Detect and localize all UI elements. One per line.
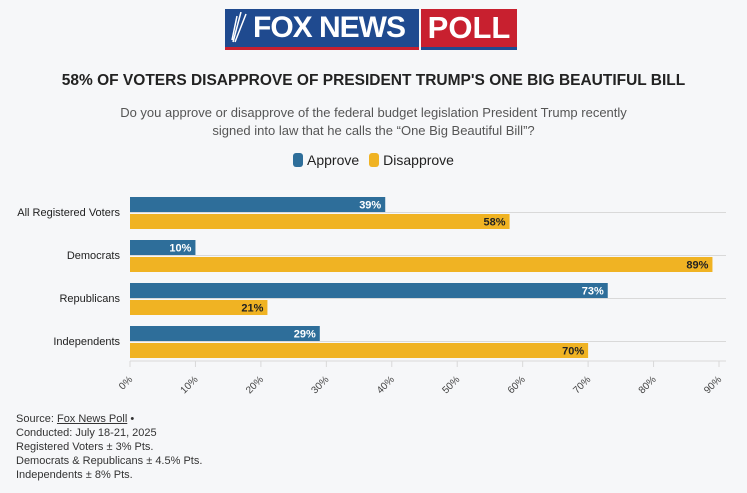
data-label: 10%	[169, 243, 191, 255]
legend-swatch-approve	[293, 153, 303, 167]
data-label: 89%	[686, 260, 708, 272]
bar-approve	[130, 240, 196, 255]
data-label: 70%	[562, 346, 584, 358]
x-tick-label: 0%	[117, 374, 135, 392]
legend-swatch-disapprove	[369, 153, 380, 167]
data-label: 39%	[359, 200, 381, 212]
x-tick-label: 20%	[244, 374, 266, 396]
chart-title: 58% OF VOTERS DISAPPROVE OF PRESIDENT TR…	[61, 72, 686, 89]
legend-item-disapprove[interactable]: Disapprove	[369, 152, 454, 168]
category-label: Republicans	[59, 293, 120, 305]
data-label: 58%	[484, 217, 506, 229]
x-tick-label: 10%	[179, 374, 201, 396]
logo-lightning-icon	[231, 12, 247, 43]
bar-disapprove	[130, 214, 510, 229]
x-tick-label: 90%	[702, 374, 724, 396]
x-tick-label: 70%	[571, 374, 593, 396]
fox-news-poll-logo: FOX NEWS POLL	[225, 9, 517, 50]
category-label: Independents	[53, 336, 120, 348]
bar-disapprove	[130, 343, 589, 358]
logo-fox-news: FOX NEWS	[225, 9, 419, 50]
x-tick-label: 80%	[637, 374, 659, 396]
bar-approve	[130, 326, 320, 341]
x-tick-label: 50%	[440, 374, 462, 396]
footer-line: Registered Voters ± 3% Pts.	[16, 441, 154, 453]
bar-disapprove	[130, 257, 713, 272]
logo-poll: POLL	[421, 9, 517, 50]
data-label: 29%	[294, 329, 316, 341]
data-label: 21%	[241, 303, 263, 315]
chart-subtitle: Do you approve or disapprove of the fede…	[120, 105, 627, 138]
x-tick-label: 60%	[506, 374, 528, 396]
legend-item-approve[interactable]: Approve	[293, 152, 359, 168]
source-link[interactable]: Fox News Poll	[56, 413, 128, 425]
bar-chart: All Registered Voters 39% 58% Democrats 10% 8…	[17, 197, 726, 396]
bar-approve	[130, 197, 386, 212]
footer: Source: Fox News Poll • Conducted: July …	[16, 413, 203, 481]
bar-disapprove	[130, 300, 268, 315]
bar-approve	[130, 283, 608, 298]
x-tick-label: 40%	[375, 374, 397, 396]
footer-line: Conducted: July 18-21, 2025	[16, 427, 157, 439]
category-label: All Registered Voters	[17, 207, 120, 219]
legend: Approve Disapprove	[0, 152, 747, 168]
category-label: Democrats	[67, 250, 121, 262]
x-tick-label: 30%	[310, 374, 332, 396]
data-label: 73%	[582, 286, 604, 298]
footer-line: Democrats & Republicans ± 4.5% Pts.	[16, 455, 203, 467]
footer-line: Independents ± 8% Pts.	[16, 469, 133, 481]
